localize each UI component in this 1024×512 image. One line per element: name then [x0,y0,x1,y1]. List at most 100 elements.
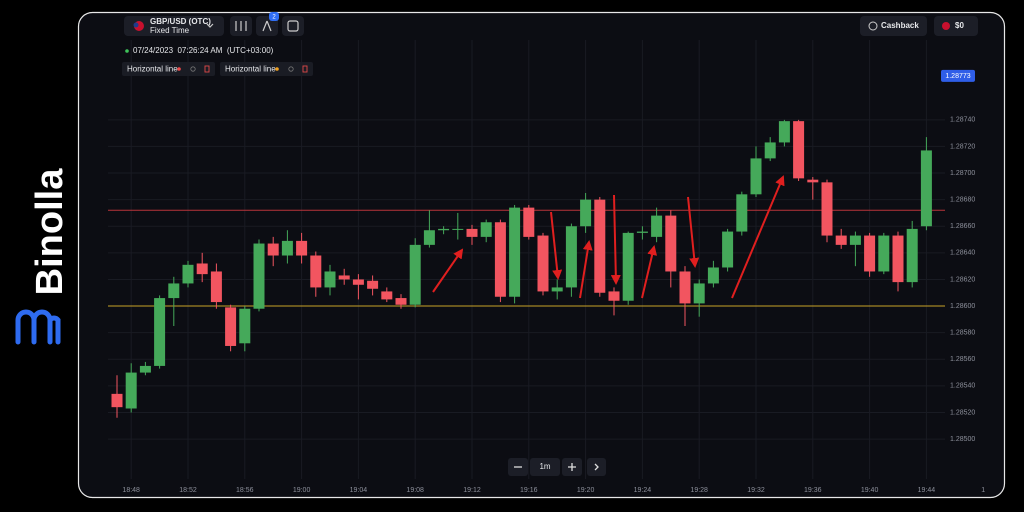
candle-body [537,235,549,292]
plot: 1.28500 1.28520 1.28540 1.28560 1.28580 1.286… [108,40,985,494]
arrow [731,175,785,299]
y-tick-label: 1.28520 [950,409,975,416]
flag-icon [133,22,139,28]
balance: $0 [955,21,964,30]
timeframe-button[interactable] [530,458,560,476]
y-tick-label: 1.28640 [950,250,975,257]
candle-body [267,243,279,256]
cashback-button[interactable] [860,16,927,36]
drawing-color [275,67,279,71]
x-tick-label: 19:36 [804,487,822,494]
candle-body [622,232,634,301]
candle-body [707,267,719,284]
y-tick-label: 1.28680 [950,196,975,203]
candle-body [778,121,790,143]
x-tick-label: 19:24 [634,487,652,494]
candle-body [793,121,805,179]
candle-body [920,150,932,227]
candle-body [665,215,677,272]
delete-icon [204,65,210,73]
delete-icon [302,65,308,73]
flag-icon [942,22,950,30]
candle-body [367,280,379,289]
chevron [594,463,599,471]
plus-icon [568,463,576,471]
drawing-chip[interactable] [220,62,313,76]
arrow [641,245,658,299]
drawing-chip[interactable] [122,62,215,76]
candle-body [395,298,407,305]
candle-body [310,255,322,288]
cashback-icon [868,21,878,31]
candle-body [438,228,450,231]
candle-body [168,283,180,299]
x-tick-label: 18:48 [122,487,140,494]
candle-body [892,235,904,283]
candle-body [480,222,492,237]
x-tick-label: 19:16 [520,487,538,494]
current-price-badge [941,69,975,82]
candle-body [281,240,293,256]
candle-body [111,393,123,408]
candle-body [551,287,563,292]
candle-body [849,235,861,245]
candle-body [906,228,918,283]
candle-body [182,264,194,284]
y-tick-label: 1.28740 [950,117,975,124]
x-tick-label: 1 [981,487,985,494]
y-tick-label: 1.28720 [950,143,975,150]
arrow [687,196,700,268]
drawing-label: Horizontal line [225,65,276,74]
x-tick-label: 19:28 [690,487,708,494]
candle-body [139,365,151,373]
candle-body [324,271,336,288]
pair-selector[interactable]: GBP/USD (OTC) Fixed Time [124,16,224,36]
candle-body [580,199,592,227]
settings-icon [287,20,299,32]
candle-body [693,283,705,304]
candle-body [594,199,606,293]
pair-name: GBP/USD (OTC) [150,17,211,26]
candle-body [154,298,166,366]
badge-count: 2 [272,14,276,20]
y-tick-label: 1.28600 [950,303,975,310]
drawing-color [177,67,181,71]
timeframe: 1m [539,462,550,471]
balance-button[interactable] [934,16,978,36]
pair-mode: Fixed Time [150,26,190,35]
pair-button[interactable] [124,16,224,36]
candle-body [352,279,364,285]
x-tick-label: 19:12 [463,487,481,494]
indicators-icon [235,21,247,31]
logo-icon [15,309,61,345]
candle-body [196,263,208,275]
candle-body [750,158,762,195]
y-tick-label: 1.28500 [950,436,975,443]
candle-body [466,228,478,237]
candle-body [651,215,663,237]
settings-button[interactable] [282,16,304,36]
y-tick-label: 1.28540 [950,383,975,390]
candle-body [225,307,237,346]
timestamp: 07/24/2023 07:26:24 AM (UTC+03:00) [133,46,274,55]
scroll-right-button[interactable] [587,458,606,476]
candle-body [722,231,734,268]
x-tick-label: 19:40 [861,487,879,494]
y-tick-label: 1.28580 [950,330,975,337]
drawing-chips: Horizontal line Horizontal line [122,62,313,76]
drawing-label: Horizontal line [127,65,178,74]
x-tick-label: 19:00 [293,487,311,494]
candle-body [636,231,648,233]
current-price-label: 1.28773 [945,73,970,80]
candle-body [835,235,847,245]
arrow [579,240,593,299]
x-tick-label: 19:04 [350,487,368,494]
candle-body [565,226,577,288]
x-tick-label: 19:32 [747,487,765,494]
candle-body [864,235,876,272]
candle-body [338,275,350,280]
candle-body [736,194,748,232]
arrow [550,211,563,280]
